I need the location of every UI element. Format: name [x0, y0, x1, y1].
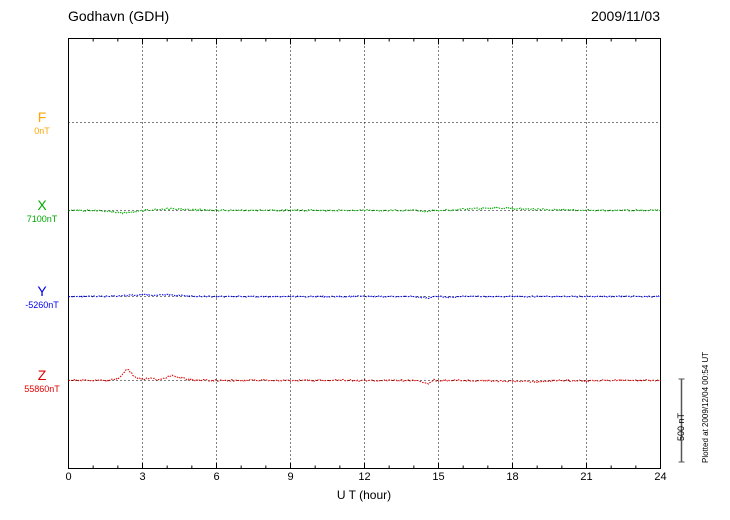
series-value-Z: 55860nT — [24, 384, 60, 394]
plot-note: Plotted at 2009/12/04 00:54 UT — [701, 351, 710, 463]
scalebar-label: 500 nT — [676, 412, 686, 441]
x-tick-label: 3 — [139, 471, 146, 483]
x-tick-label: 24 — [654, 471, 667, 483]
x-tick-label: 15 — [432, 471, 445, 483]
x-tick-label: 18 — [506, 471, 519, 483]
series-letter-X: X — [37, 197, 47, 213]
series-letter-F: F — [37, 109, 47, 125]
x-tick-label: 9 — [287, 471, 294, 483]
date-label: 2009/11/03 — [590, 8, 660, 24]
series-value-Y: -5260nT — [25, 300, 59, 310]
station-title: Godhavn (GDH) — [68, 8, 170, 24]
x-axis-label: U T (hour) — [336, 488, 392, 502]
series-letter-Y: Y — [37, 283, 47, 299]
x-tick-label: 6 — [213, 471, 220, 483]
series-letter-Z: Z — [37, 367, 47, 383]
x-tick-label: 21 — [580, 471, 593, 483]
series-value-X: 7100nT — [26, 214, 58, 224]
x-tick-label: 0 — [65, 471, 72, 483]
x-tick-label: 12 — [358, 471, 371, 483]
series-value-F: 0nT — [34, 126, 50, 136]
